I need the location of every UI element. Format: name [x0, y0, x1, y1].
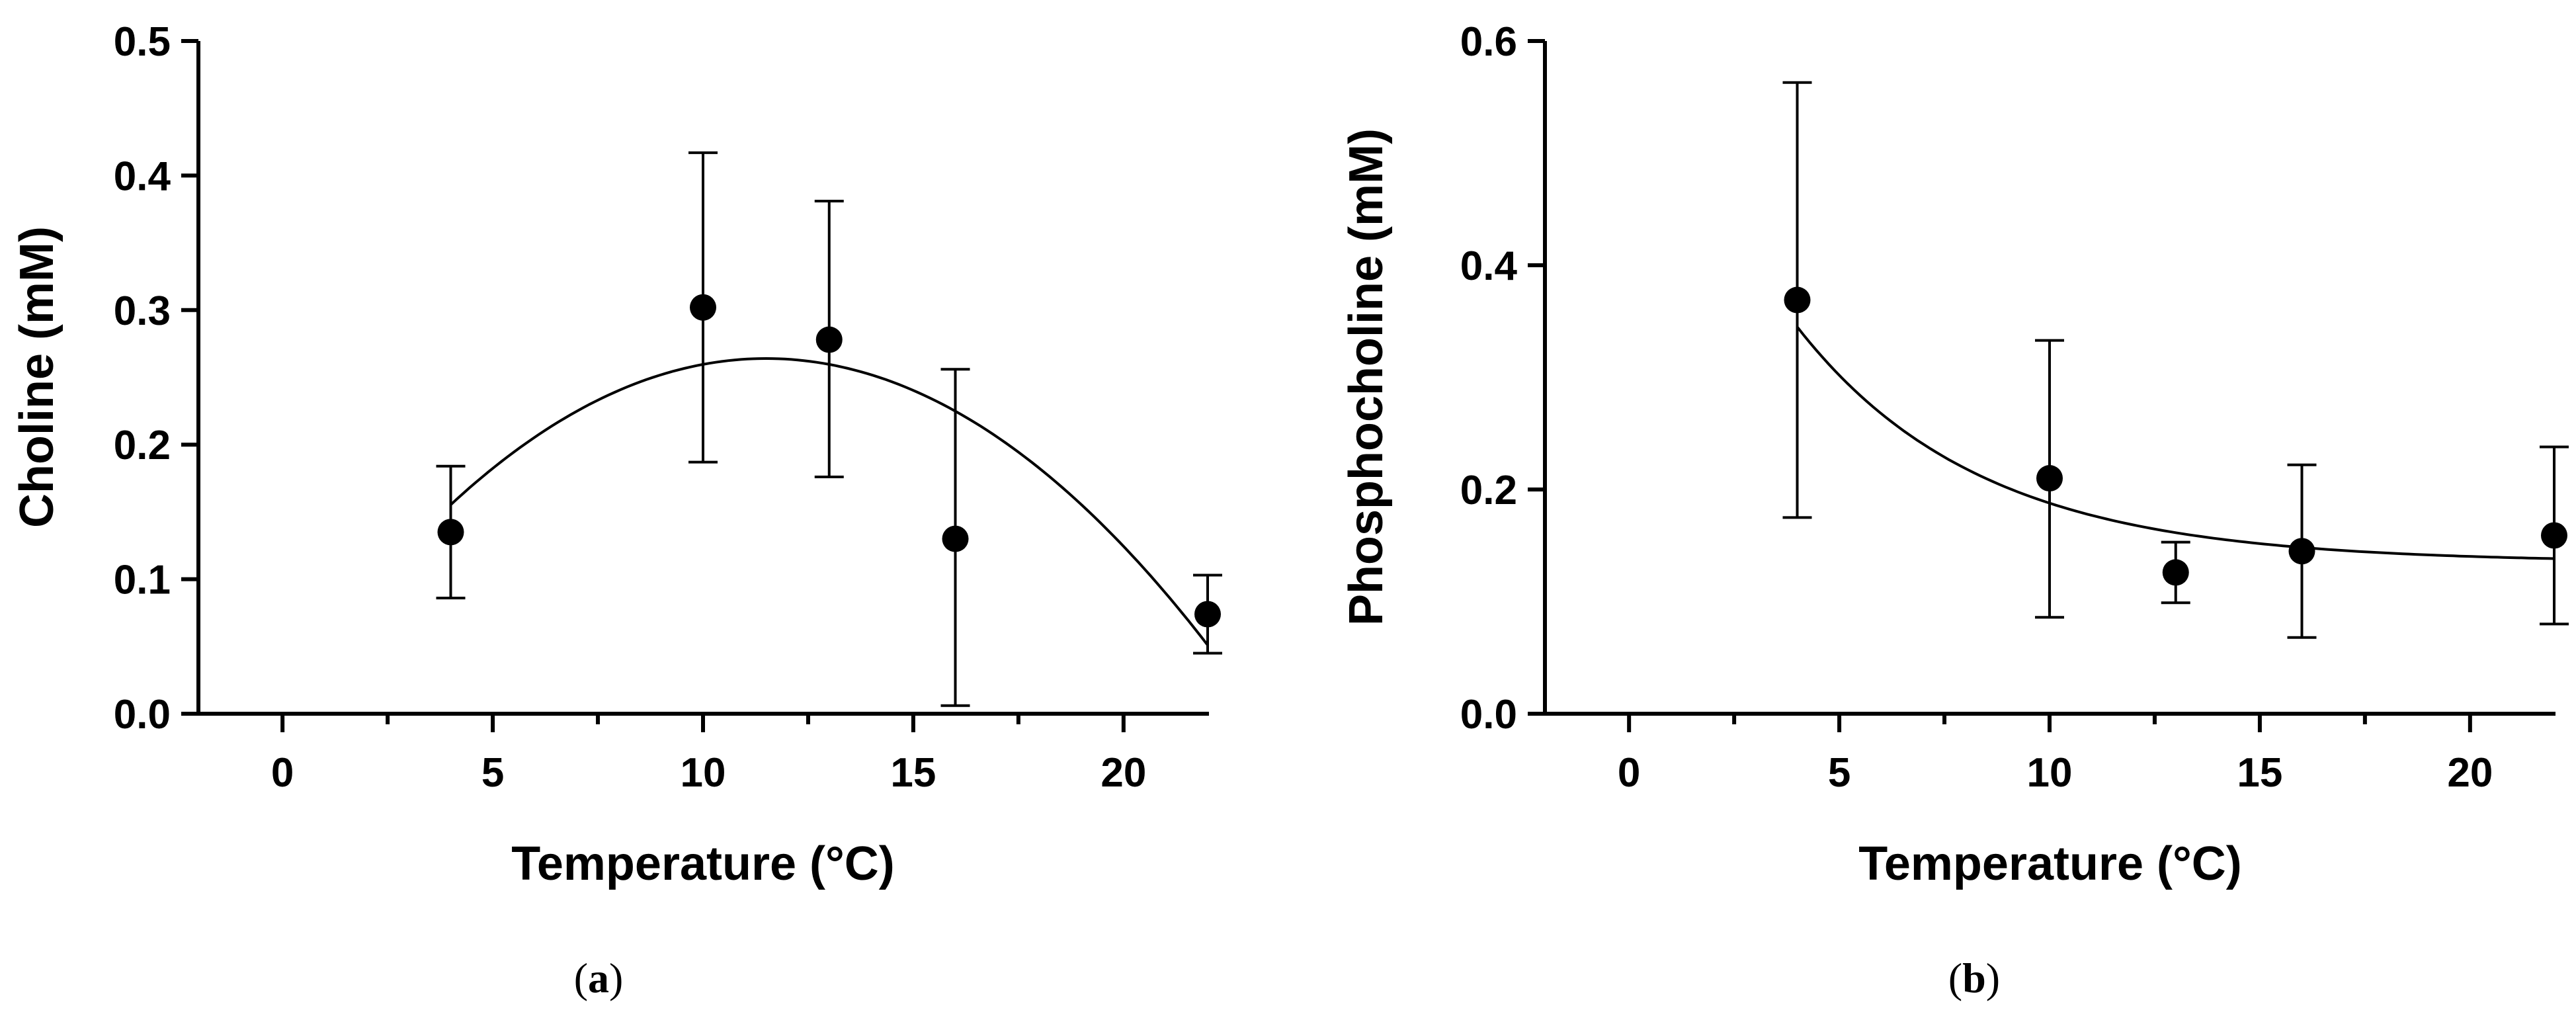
y-tick-label: 0.2 — [1460, 468, 1517, 513]
fit-curve — [1796, 325, 2555, 560]
y-tick-label: 0.4 — [1460, 243, 1518, 289]
panel-a-choline-chart: 0.0 0.1 0.2 0.3 0.4 0.5 0 5 10 15 20 Temperature (°… — [11, 19, 1222, 1001]
data-point — [2036, 465, 2063, 492]
y-tick-label: 0.2 — [114, 423, 171, 468]
panel-label: (b) — [1948, 954, 2000, 1001]
y-axis-label: Phosphocholine (mM) — [1340, 128, 1393, 626]
data-point — [1194, 601, 1221, 628]
x-tick-label: 10 — [681, 750, 726, 796]
panel-letter: b — [1962, 954, 1986, 1001]
x-tick-label: 0 — [271, 750, 294, 796]
data-point — [437, 519, 464, 546]
y-tick-label: 0.0 — [1460, 692, 1517, 738]
data-point — [2288, 538, 2315, 565]
y-tick-label: 0.4 — [114, 153, 171, 199]
y-tick-label: 0.3 — [114, 288, 171, 334]
data-point — [942, 525, 969, 552]
x-tick-label: 5 — [1828, 750, 1850, 796]
x-tick-label: 5 — [481, 750, 504, 796]
y-tick-label: 0.5 — [114, 19, 171, 65]
panel-letter: a — [588, 954, 609, 1001]
data-point — [1784, 286, 1811, 314]
x-tick-label: 15 — [890, 750, 936, 796]
y-tick-label: 0.6 — [1460, 19, 1517, 65]
data-point — [815, 326, 843, 353]
y-tick-label: 0.1 — [114, 558, 171, 603]
panel-label: (a) — [574, 954, 624, 1001]
x-axis-label: Temperature (°C) — [1858, 837, 2242, 890]
x-axis-label: Temperature (°C) — [511, 837, 895, 890]
x-tick-label: 20 — [2447, 750, 2493, 796]
data-point — [2162, 559, 2189, 586]
data-point — [2541, 522, 2567, 549]
x-tick-label: 15 — [2237, 750, 2282, 796]
y-axis-label: Choline (mM) — [11, 226, 63, 528]
x-tick-label: 20 — [1101, 750, 1146, 796]
x-tick-label: 0 — [1618, 750, 1640, 796]
panel-b-phosphocholine-chart: 0.0 0.2 0.4 0.6 0 5 10 15 20 Temperature (°C) Phos… — [1340, 19, 2569, 1001]
y-tick-label: 0.0 — [114, 692, 171, 738]
data-point — [690, 294, 716, 321]
x-tick-label: 10 — [2027, 750, 2073, 796]
